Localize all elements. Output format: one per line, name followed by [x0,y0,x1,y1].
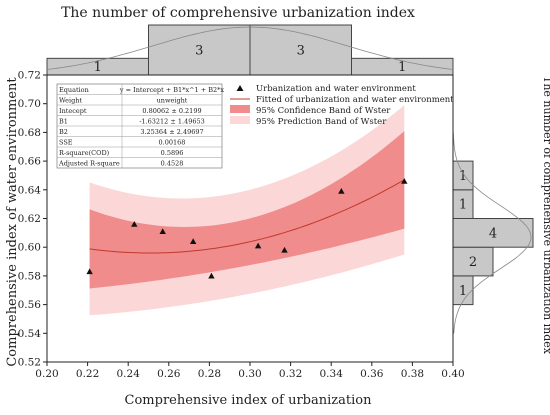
legend-label: Fitted of urbanization and water environ… [256,95,454,105]
stats-value: 0.00168 [159,138,186,146]
data-point [131,221,138,227]
legend: Urbanization and water environmentFitted… [230,84,454,127]
x-tick-label: 0.38 [401,368,424,380]
stats-key: Intecept [59,107,87,115]
right-hist-label: 1 [459,169,467,184]
top-hist-label: 1 [398,60,406,75]
stats-key: R-square(COD) [59,149,110,157]
stats-key: SSE [59,138,73,146]
chart-title: The number of comprehensive urbanization… [61,5,415,21]
x-tick-label: 0.30 [238,368,261,380]
x-tick-label: 0.24 [117,368,141,380]
y-tick-label: 0.72 [18,70,41,82]
stats-value: -1.63212 ± 1.49653 [139,117,205,125]
confidence-band [89,131,405,289]
stats-value: 0.4528 [161,159,184,167]
legend-label: 95% Confidence Band of Wster [256,106,391,116]
y-tick-label: 0.66 [18,156,42,168]
y-axis-label: Comprehensive index of water environment [5,77,20,367]
right-hist-label: 1 [459,198,467,213]
legend-label: Urbanization and water environment [256,84,416,94]
legend-swatch [230,116,250,124]
x-tick-label: 0.28 [198,368,221,380]
right-hist-label: 1 [459,284,467,299]
data-point [281,246,288,253]
y-tick-label: 0.58 [18,270,41,282]
bands [89,105,405,316]
right-density-curve [452,132,532,334]
right-hist-label: 4 [489,226,497,241]
stats-key: Equation [59,86,89,94]
stats-key: B2 [59,128,68,136]
right-hist-label: 2 [469,255,477,270]
x-tick-label: 0.32 [279,368,302,380]
stats-value: y = Intercept + B1*x^1 + B2*x [119,86,225,94]
top-histogram: 1 3 3 1 [46,24,454,76]
top-hist-label: 3 [195,44,203,59]
stats-table: Equation y = Intercept + B1*x^1 + B2*x Wei… [56,83,225,169]
right-axis-label: The number of comprehensive urbanization… [541,76,550,355]
legend-label: 95% Prediction Band of Wster [256,117,387,127]
stats-key: Adjusted R-square [58,159,120,167]
y-tick-label: 0.64 [18,184,42,196]
x-tick-label: 0.36 [360,368,384,380]
legend-marker-icon [236,85,244,91]
x-axis-label: Comprehensive index of urbanization [125,393,373,408]
top-hist-label: 3 [297,44,305,59]
stats-value: 0.5896 [161,149,184,157]
data-points [86,177,408,279]
y-tick-label: 0.68 [18,127,41,139]
data-point [189,238,197,245]
stats-key: B1 [59,117,68,125]
top-hist-label: 1 [94,60,102,75]
data-point [159,228,166,234]
data-point [338,188,345,194]
x-tick-label: 0.26 [157,368,181,380]
x-tick-label: 0.20 [35,368,58,380]
top-density-curve [46,26,454,70]
x-tick-label: 0.34 [320,368,344,380]
fit-line-group [89,179,405,254]
y-tick-label: 0.70 [18,98,41,110]
data-point [86,268,93,275]
right-hist-bar [452,218,534,248]
y-tick-label: 0.60 [18,242,41,254]
x-tick-label: 0.40 [441,368,464,380]
data-point [401,177,408,184]
stats-key: Weight [59,96,82,104]
stats-value: 0.80062 ± 0.2199 [142,107,201,115]
axes: 0.20 0.22 0.24 0.26 0.28 0.30 0.32 0.34 0.36 0.38… [18,70,465,381]
y-tick-label: 0.56 [18,299,42,311]
fit-line [89,179,405,254]
y-tick-label: 0.62 [18,213,41,225]
y-tick-label: 0.54 [18,328,42,340]
y-tick-label: 0.52 [18,357,41,369]
legend-swatch [230,105,250,113]
stats-value: 3.25364 ± 2.49697 [140,128,203,136]
data-point [208,272,215,279]
data-point [254,242,262,249]
x-tick-label: 0.22 [76,368,99,380]
stats-value: unweight [157,96,188,104]
